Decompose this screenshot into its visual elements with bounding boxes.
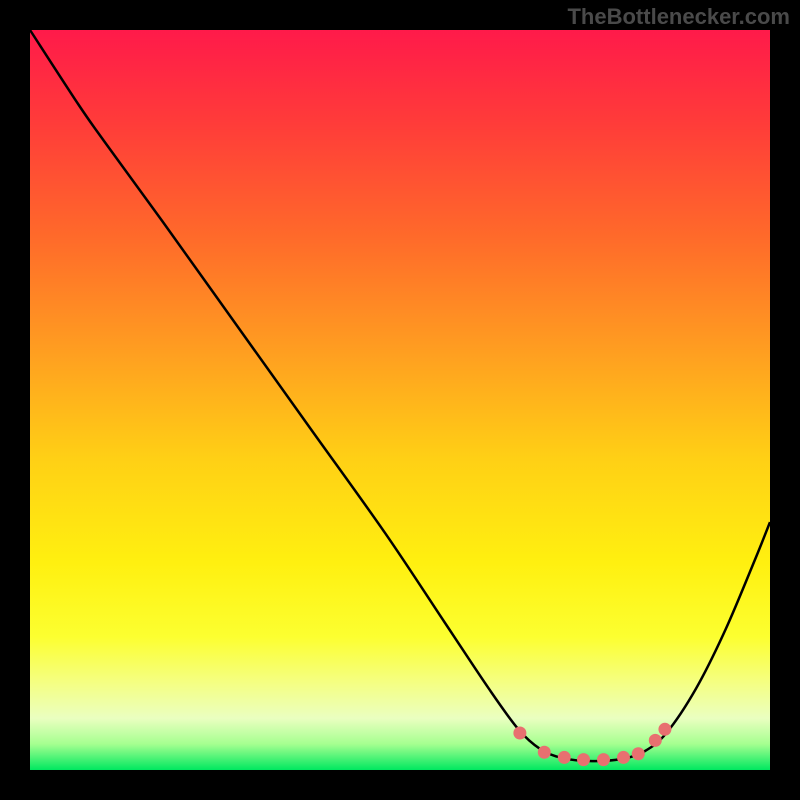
marker-dot — [558, 751, 571, 764]
marker-dot — [597, 753, 610, 766]
marker-dot — [577, 753, 590, 766]
watermark-text: TheBottlenecker.com — [567, 4, 790, 30]
marker-dot — [538, 746, 551, 759]
marker-dot — [658, 723, 671, 736]
marker-dot — [649, 734, 662, 747]
marker-dot — [632, 747, 645, 760]
chart-svg — [0, 0, 800, 800]
chart-gradient-background — [30, 30, 770, 770]
marker-dot — [513, 727, 526, 740]
marker-dot — [617, 751, 630, 764]
bottleneck-chart-container: TheBottlenecker.com — [0, 0, 800, 800]
